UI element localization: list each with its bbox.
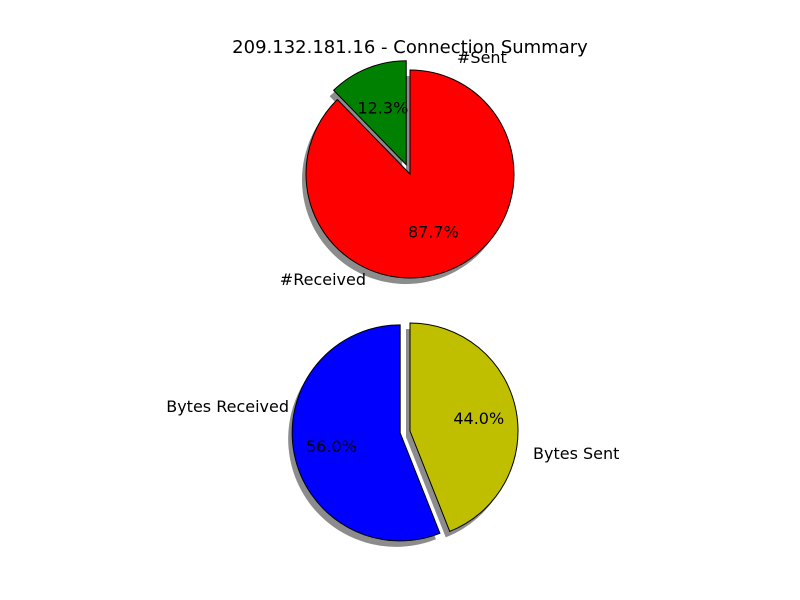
packets-pie-chart: #Sent 12.3% #Received 87.7% (280, 48, 515, 289)
bytes-pie-chart: Bytes Sent 56.0% Bytes Received 44.0% (166, 322, 619, 547)
slice-label-bytes-received: Bytes Received (166, 397, 289, 416)
slice-bytes-sent (291, 324, 441, 542)
slice-bytes-received (409, 322, 519, 533)
slice-percent-bytes-received: 44.0% (453, 409, 504, 428)
pie-slices (305, 60, 515, 279)
slice-percent-received: 87.7% (408, 222, 459, 241)
slice-label-bytes-sent: Bytes Sent (533, 444, 619, 463)
slice-label-sent: #Sent (457, 48, 507, 67)
slice-label-received: #Received (280, 270, 366, 289)
pie-slices (291, 322, 519, 542)
slice-percent-sent: 12.3% (357, 98, 408, 117)
slice-percent-bytes-sent: 56.0% (306, 437, 357, 456)
slice-sent (332, 60, 407, 166)
chart-title: 209.132.181.16 - Connection Summary (232, 37, 588, 58)
slice-received (305, 69, 515, 279)
